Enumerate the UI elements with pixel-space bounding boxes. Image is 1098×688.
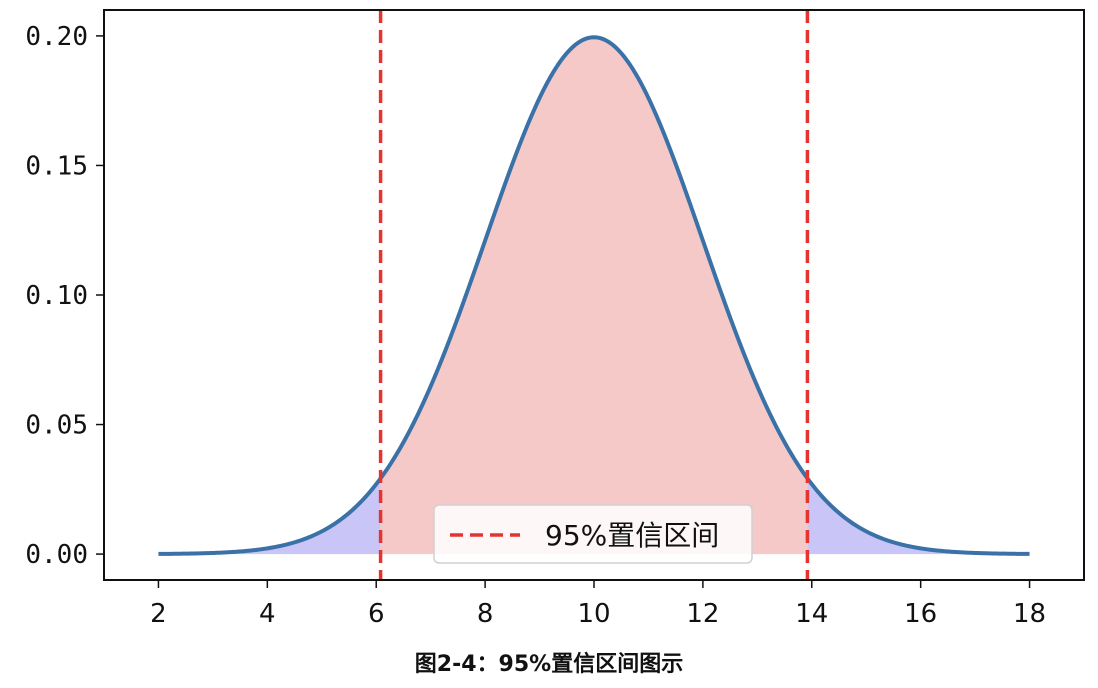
y-tick-label: 0.15 xyxy=(25,151,88,181)
confidence-interval-area xyxy=(380,37,808,555)
x-tick-label: 8 xyxy=(477,599,494,629)
x-tick-label: 14 xyxy=(795,599,828,629)
density-curve xyxy=(158,35,1030,556)
tick-layer: 2 4 6 8 10 12 14 16 18 0.00 0.05 0.10 0.15 0.20 xyxy=(25,22,1046,629)
plot-area xyxy=(158,10,1030,580)
x-tick-label: 10 xyxy=(577,599,610,629)
left-tail-area xyxy=(158,478,381,555)
x-tick-label: 12 xyxy=(686,599,719,629)
y-tick-label: 0.10 xyxy=(25,281,88,311)
legend-label: 95%置信区间 xyxy=(545,519,719,552)
y-tick-label: 0.05 xyxy=(25,411,88,441)
x-tick-label: 6 xyxy=(368,599,385,629)
x-tick-label: 16 xyxy=(904,599,937,629)
chart: 2 4 6 8 10 12 14 16 18 0.00 0.05 0.10 0.15 0.20 95%置信… xyxy=(25,9,1085,629)
y-tick-label: 0.00 xyxy=(25,540,88,570)
y-tick-label: 0.20 xyxy=(25,22,88,52)
x-tick-label: 18 xyxy=(1013,599,1046,629)
right-tail-area xyxy=(807,478,1030,555)
legend-box xyxy=(433,504,753,564)
x-tick-label: 4 xyxy=(259,599,276,629)
figure-caption: 图2-4：95%置信区间图示 xyxy=(414,652,684,677)
x-tick-label: 2 xyxy=(150,599,167,629)
legend: 95%置信区间 xyxy=(433,504,753,564)
